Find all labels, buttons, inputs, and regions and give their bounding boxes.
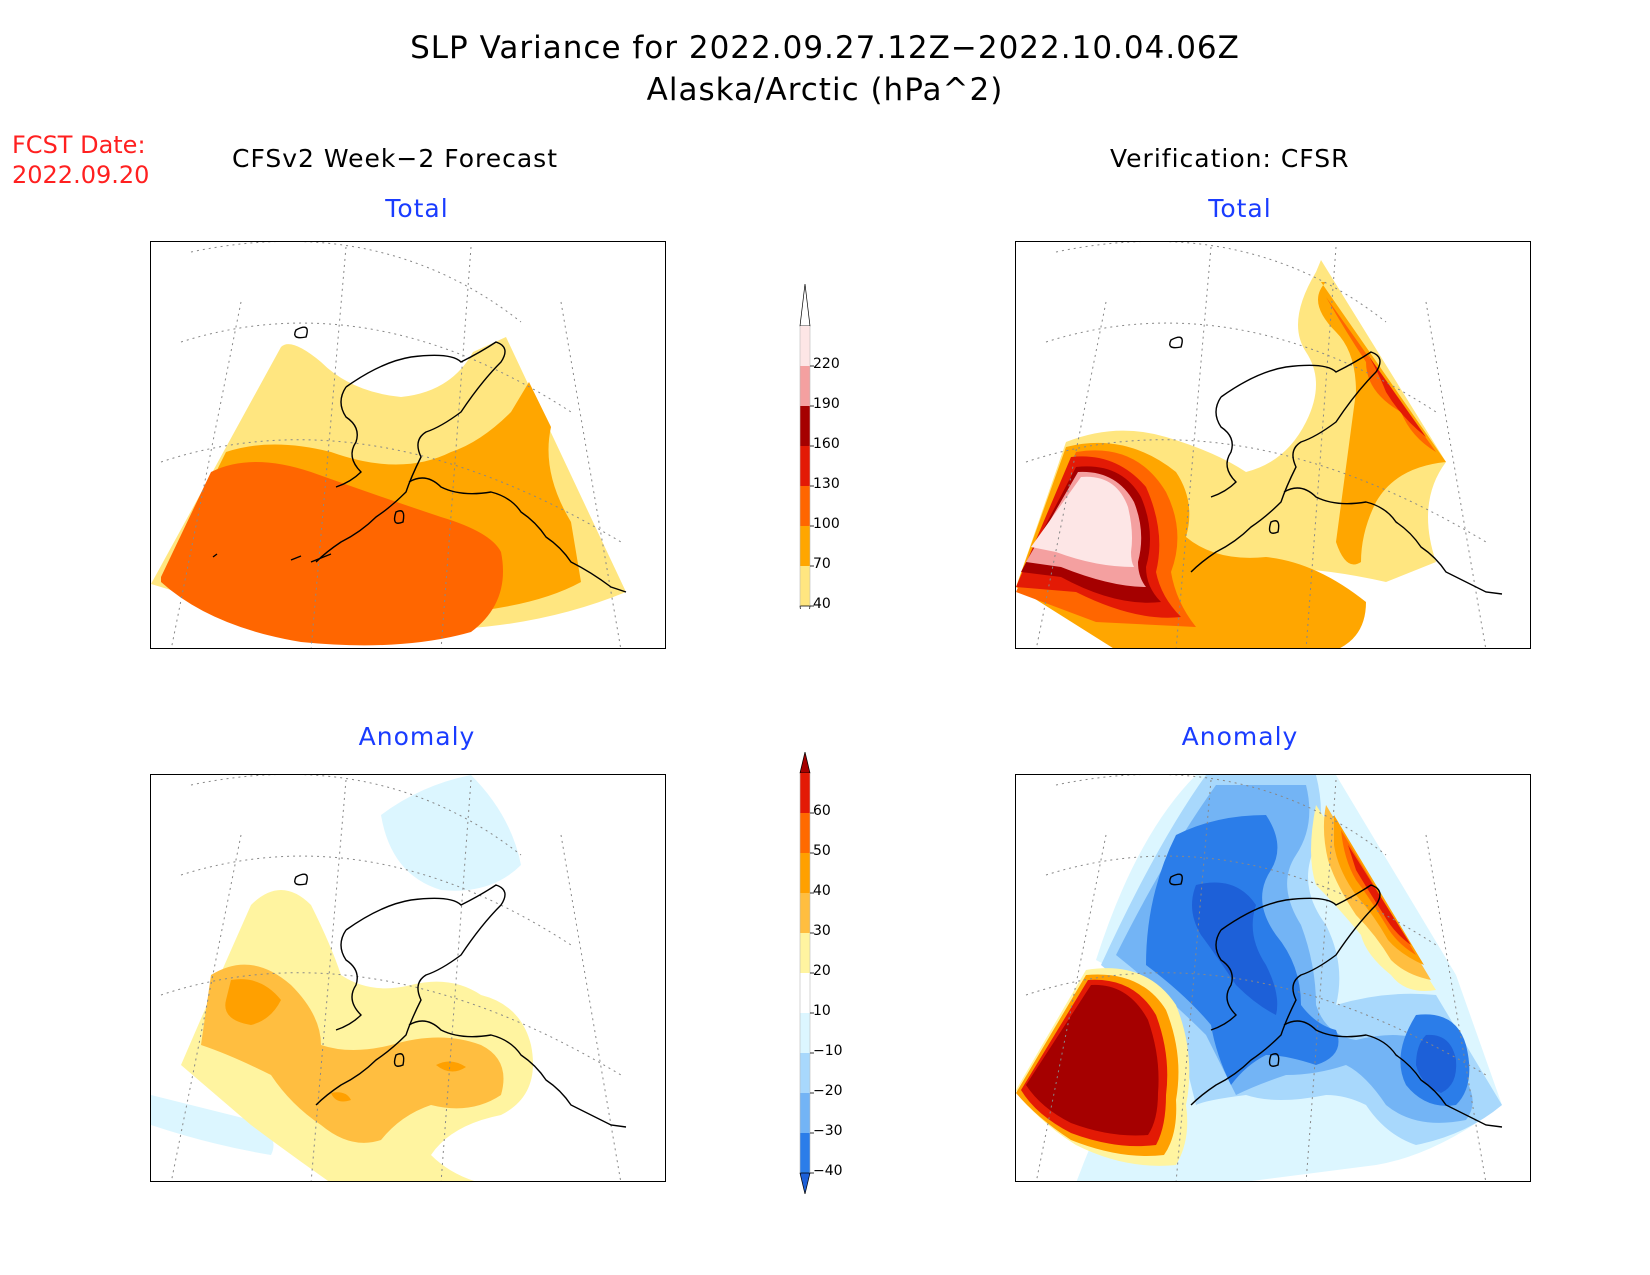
contour-region-c70 xyxy=(1318,282,1446,565)
forecast-anomaly-label: Anomaly xyxy=(358,722,476,751)
total-colorbar-low-arrow xyxy=(799,605,811,609)
anomaly-colorbar-tick-label: 60 xyxy=(813,803,831,819)
total-colorbar-tick-label: 100 xyxy=(813,516,840,532)
total-colorbar-segment xyxy=(800,526,810,566)
chart-subtitle: Alaska/Arctic (hPa^2) xyxy=(646,72,1004,108)
contour-region-c130 xyxy=(1366,352,1426,437)
anomaly-colorbar-tick-label: 50 xyxy=(813,843,831,859)
anomaly-colorbar-segment xyxy=(800,893,810,933)
forecast-total-label: Total xyxy=(385,194,449,223)
anomaly-colorbar-tick-label: −10 xyxy=(813,1043,843,1059)
total-colorbar-segment xyxy=(800,326,810,366)
total-colorbar-tick-label: 220 xyxy=(813,356,840,372)
contour-region-c100 xyxy=(161,462,503,646)
contour-region-n10 xyxy=(151,1095,274,1155)
verification-total-map xyxy=(1015,241,1531,649)
anomaly-colorbar-high-arrow xyxy=(799,752,811,774)
total-colorbar-tick-label: 160 xyxy=(813,436,840,452)
anomaly-colorbar-segment xyxy=(800,1093,810,1133)
total-colorbar-tick-label: 70 xyxy=(813,556,831,572)
forecast-date-label: FCST Date: xyxy=(12,131,146,159)
contour-region-a30 xyxy=(436,1061,466,1072)
anomaly-colorbar xyxy=(799,752,814,1194)
total-colorbar-segment xyxy=(800,446,810,486)
verification-anomaly-label: Anomaly xyxy=(1181,722,1299,751)
total-colorbar-tick-label: 190 xyxy=(813,396,840,412)
anomaly-colorbar-tick-label: −30 xyxy=(813,1123,843,1139)
anomaly-colorbar-segment xyxy=(800,1133,810,1173)
anomaly-colorbar-segment xyxy=(800,933,810,973)
chart-title: SLP Variance for 2022.09.27.12Z−2022.10.… xyxy=(410,30,1240,66)
total-colorbar-outline xyxy=(799,326,811,606)
contour-region-a10 xyxy=(181,890,534,1181)
forecast-column-title: CFSv2 Week−2 Forecast xyxy=(232,144,558,173)
contour-region-a20 xyxy=(201,964,504,1143)
forecast-anomaly-map xyxy=(150,774,666,1182)
anomaly-colorbar-tick-label: 30 xyxy=(813,923,831,939)
total-colorbar-segment xyxy=(800,566,810,606)
anomaly-colorbar-segment xyxy=(800,1013,810,1053)
anomaly-colorbar-tick-label: 40 xyxy=(813,883,831,899)
total-colorbar-high-arrow xyxy=(799,284,811,327)
anomaly-colorbar-tick-label: −40 xyxy=(813,1163,843,1179)
forecast-total-map xyxy=(150,241,666,649)
contour-region-a30 xyxy=(225,979,281,1025)
anomaly-colorbar-tick-label: 20 xyxy=(813,963,831,979)
total-colorbar-segment xyxy=(800,486,810,526)
contour-region-n10 xyxy=(381,775,521,891)
contour-region-a30 xyxy=(331,1092,351,1102)
total-colorbar xyxy=(799,284,814,609)
forecast-date-value: 2022.09.20 xyxy=(12,161,150,189)
anomaly-colorbar-segment xyxy=(800,813,810,853)
anomaly-colorbar-segment xyxy=(800,973,810,1013)
anomaly-colorbar-low-arrow xyxy=(799,1172,811,1194)
total-colorbar-tick-label: 40 xyxy=(813,596,831,612)
anomaly-colorbar-segment xyxy=(800,853,810,893)
total-colorbar-segment xyxy=(800,406,810,446)
total-colorbar-tick-label: 130 xyxy=(813,476,840,492)
contour-region-n50 xyxy=(1192,882,1278,1015)
contour-region-n50 xyxy=(1416,1034,1457,1093)
anomaly-colorbar-segment xyxy=(800,773,810,813)
verification-total-label: Total xyxy=(1208,194,1272,223)
total-colorbar-segment xyxy=(800,366,810,406)
verification-column-title: Verification: CFSR xyxy=(1110,144,1350,173)
anomaly-colorbar-tick-label: 10 xyxy=(813,1003,831,1019)
contour-region-a60 xyxy=(1026,984,1159,1136)
anomaly-colorbar-segment xyxy=(800,1053,810,1093)
verification-anomaly-map xyxy=(1015,774,1531,1182)
anomaly-colorbar-tick-label: −20 xyxy=(813,1083,843,1099)
